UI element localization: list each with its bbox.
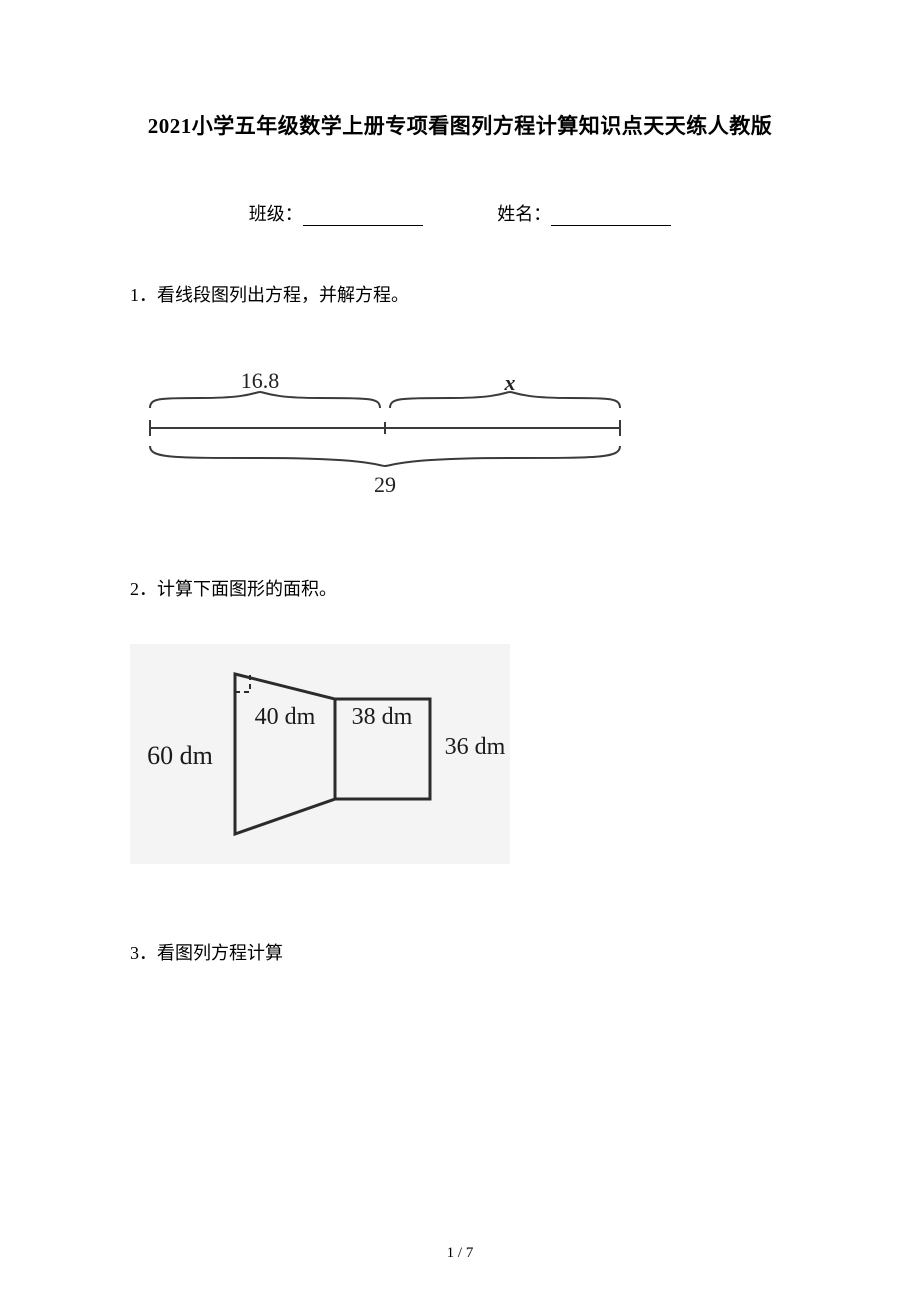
seg-label-bottom: 29: [374, 472, 396, 497]
seg-label-left: 16.8: [241, 370, 280, 393]
figure-1-wrap: 16.8 x 29: [130, 350, 790, 505]
label-60dm: 60 dm: [147, 741, 213, 770]
worksheet-page: 2021小学五年级数学上册专项看图列方程计算知识点天天练人教版 班级： 姓名： …: [0, 0, 920, 1302]
label-40dm: 40 dm: [255, 704, 316, 730]
composite-shape-diagram: 40 dm 38 dm 60 dm 36 dm: [130, 644, 510, 864]
figure-2-wrap: 40 dm 38 dm 60 dm 36 dm: [130, 644, 510, 869]
class-blank: [303, 208, 423, 226]
brace-bottom: [150, 446, 620, 466]
question-2: 2．计算下面图形的面积。: [130, 575, 790, 604]
brace-top-left: [150, 392, 380, 408]
line-segment-diagram: 16.8 x 29: [130, 370, 630, 500]
student-meta: 班级： 姓名：: [130, 200, 790, 226]
question-3: 3．看图列方程计算: [130, 939, 790, 968]
class-label: 班级：: [249, 200, 303, 226]
question-1: 1．看线段图列出方程，并解方程。: [130, 281, 790, 310]
page-number: 1 / 7: [0, 1245, 920, 1262]
label-38dm: 38 dm: [352, 704, 413, 730]
label-36dm: 36 dm: [445, 734, 506, 760]
name-label: 姓名：: [497, 200, 551, 226]
name-blank: [551, 208, 671, 226]
page-title: 2021小学五年级数学上册专项看图列方程计算知识点天天练人教版: [130, 110, 790, 140]
